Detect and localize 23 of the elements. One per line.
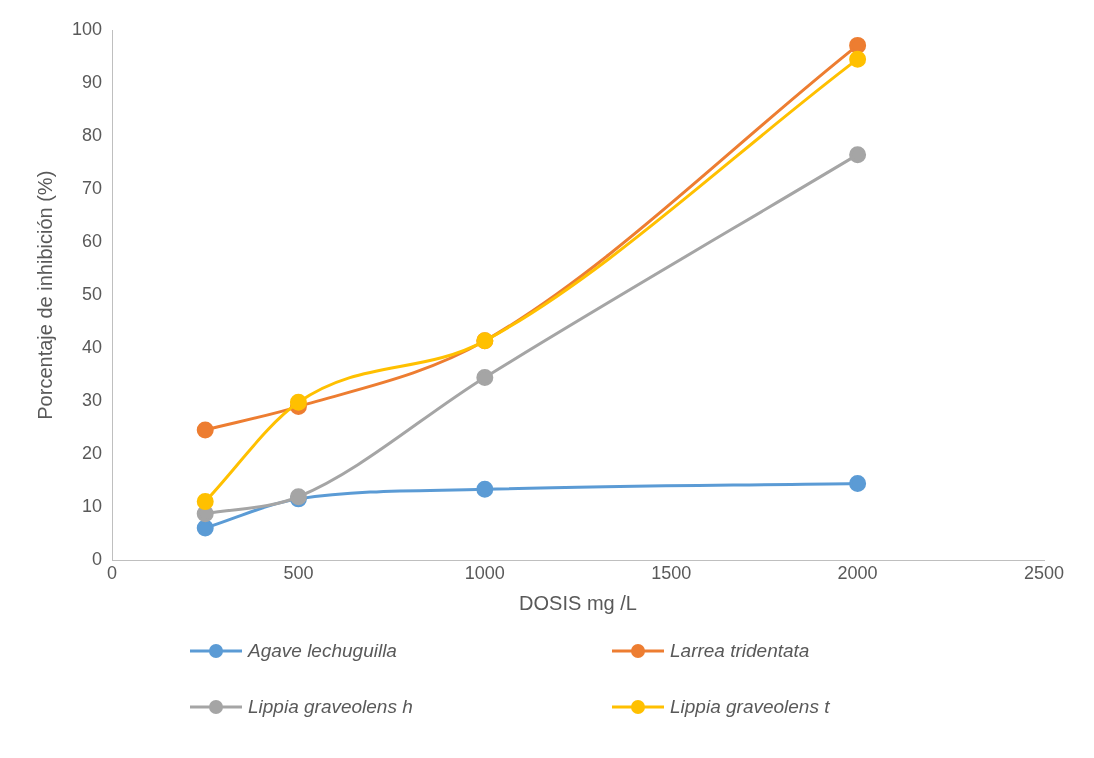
legend-label: Agave lechuguilla bbox=[248, 640, 397, 662]
y-tick-label: 60 bbox=[82, 231, 103, 252]
y-tick-label: 80 bbox=[82, 125, 103, 146]
y-tick-label: 90 bbox=[82, 72, 103, 93]
y-tick-label: 30 bbox=[82, 390, 103, 411]
y-tick-label: 20 bbox=[82, 443, 103, 464]
y-tick-label: 70 bbox=[82, 178, 103, 199]
y-tick-label: 50 bbox=[82, 284, 103, 305]
x-tick-label: 2000 bbox=[837, 563, 878, 584]
legend-label: Lippia graveolens h bbox=[248, 696, 413, 718]
x-tick-label: 500 bbox=[283, 563, 314, 584]
y-tick-label: 10 bbox=[82, 496, 103, 517]
y-axis-title: Porcentaje de inhibición (%) bbox=[33, 170, 56, 420]
y-tick-label: 40 bbox=[82, 337, 103, 358]
legend-label: Larrea tridentata bbox=[670, 640, 810, 662]
legend-label: Lippia graveolens t bbox=[670, 696, 830, 718]
y-tick-label: 0 bbox=[92, 549, 103, 570]
x-tick-label: 1000 bbox=[464, 563, 505, 584]
y-tick-label: 100 bbox=[71, 18, 103, 39]
x-tick-label: 1500 bbox=[651, 563, 692, 584]
x-axis-title: DOSIS mg /L bbox=[519, 591, 637, 614]
x-tick-label: 0 bbox=[107, 563, 118, 584]
x-tick-label: 2500 bbox=[1023, 563, 1065, 584]
